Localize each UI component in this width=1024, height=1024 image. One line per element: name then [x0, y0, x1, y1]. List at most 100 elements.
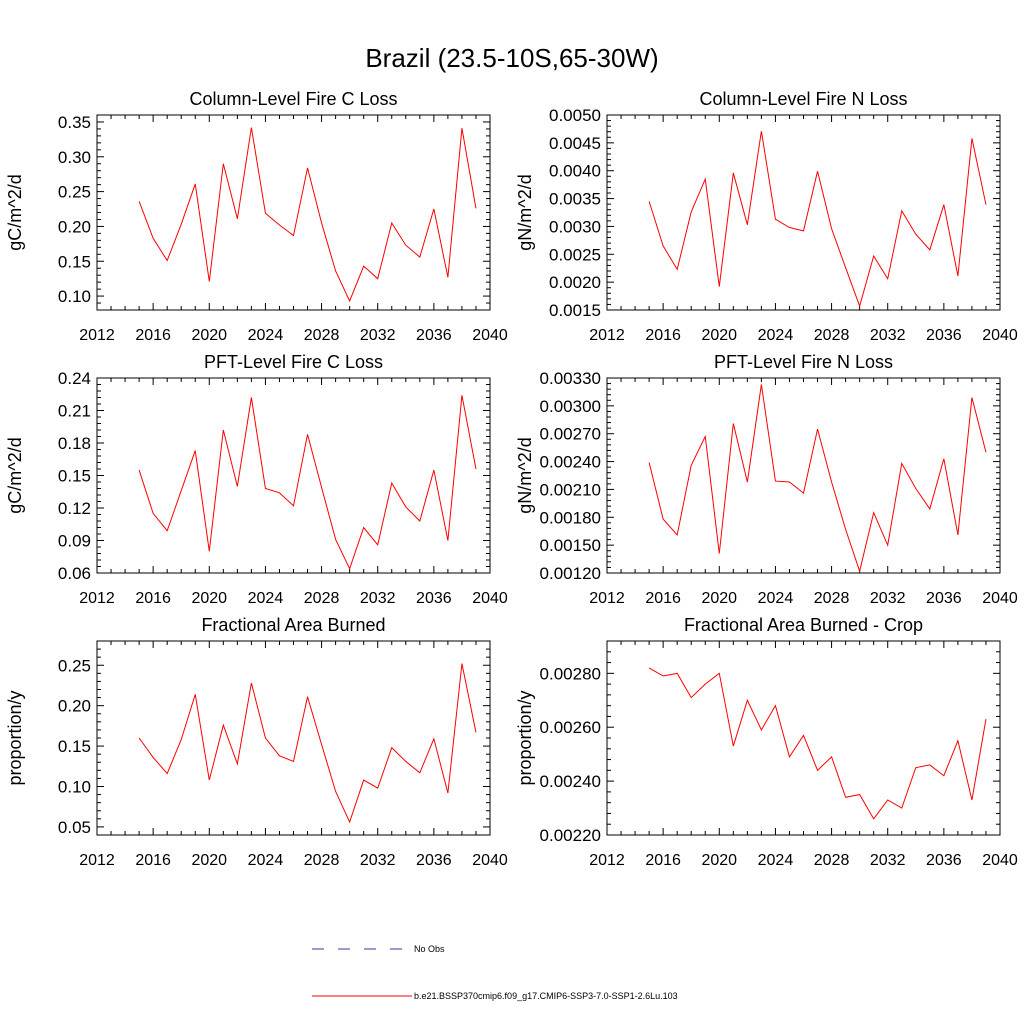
- panel-1-xtick-label: 2032: [360, 327, 396, 344]
- panel-1-title: Column-Level Fire C Loss: [189, 89, 397, 109]
- panel-2-xtick-label: 2016: [645, 327, 681, 344]
- panel-1-ylabel: gC/m^2/d: [5, 174, 25, 250]
- panel-2-ytick-label: 0.0040: [549, 162, 601, 181]
- panel-3-ytick-label: 0.15: [58, 467, 91, 486]
- panel-6-series-line: [648, 667, 987, 820]
- panel-2-ytick-label: 0.0050: [549, 106, 601, 125]
- panel-4-ytick-label: 0.00330: [540, 369, 601, 388]
- panel-3-xtick-label: 2024: [248, 590, 284, 607]
- panel-6-ytick-label: 0.00260: [540, 718, 601, 737]
- panel-6-xtick-label: 2024: [758, 852, 794, 869]
- panel-4-title: PFT-Level Fire N Loss: [714, 352, 893, 372]
- panel-5-xtick-label: 2032: [360, 852, 396, 869]
- panel-6-xtick-label: 2016: [645, 852, 681, 869]
- panel-4-ytick-label: 0.00150: [540, 536, 601, 555]
- panel-4-xtick-label: 2012: [589, 590, 625, 607]
- panel-4-series-line: [648, 384, 987, 573]
- panel-6: Fractional Area Burned - Crop proportion/…: [515, 615, 1018, 869]
- panel-1-xtick-label: 2016: [135, 327, 171, 344]
- panel-2-ylabel: gN/m^2/d: [515, 174, 535, 250]
- panel-4-ylabel: gN/m^2/d: [515, 437, 535, 513]
- panel-2-xtick-label: 2036: [926, 327, 962, 344]
- panel-4-ytick-label: 0.00180: [540, 508, 601, 527]
- panel-1-xtick-label: 2024: [248, 327, 284, 344]
- panel-2-ytick-label: 0.0045: [549, 134, 601, 153]
- panel-6-xtick-label: 2036: [926, 852, 962, 869]
- panel-5-xtick-label: 2040: [472, 852, 508, 869]
- panel-3-ytick-label: 0.24: [58, 369, 91, 388]
- panel-1-frame: [96, 114, 491, 311]
- panel-6-xtick-label: 2040: [982, 852, 1018, 869]
- panel-3: PFT-Level Fire C Loss gC/m^2/d 2012 2016 202…: [5, 352, 508, 607]
- panel-6-frame: [606, 640, 1001, 836]
- panel-3-xtick-label: 2040: [472, 590, 508, 607]
- panel-3-ytick-label: 0.06: [58, 564, 91, 583]
- panel-5-xtick-label: 2036: [416, 852, 452, 869]
- panels: Column-Level Fire C Loss gC/m^2/d 2012 2016…: [5, 89, 1018, 869]
- panel-1-xtick-label: 2020: [191, 327, 227, 344]
- panel-4-ytick-label: 0.00300: [540, 397, 601, 416]
- panel-3-xtick-label: 2012: [79, 590, 115, 607]
- panel-2-xtick-label: 2028: [814, 327, 850, 344]
- panel-5-ylabel: proportion/y: [5, 690, 25, 785]
- panel-5-ytick-label: 0.10: [58, 778, 91, 797]
- panel-6-xtick-label: 2020: [701, 852, 737, 869]
- panel-5: Fractional Area Burned proportion/y 2012 20…: [5, 615, 508, 869]
- panel-4-xtick-label: 2032: [870, 590, 906, 607]
- panel-3-xtick-label: 2016: [135, 590, 171, 607]
- panel-4-frame: [606, 377, 1001, 574]
- panel-5-xtick-label: 2020: [191, 852, 227, 869]
- panel-4-xtick-label: 2040: [982, 590, 1018, 607]
- panel-2-xtick-label: 2032: [870, 327, 906, 344]
- panel-4: PFT-Level Fire N Loss gN/m^2/d 2012 2016 202…: [515, 352, 1018, 607]
- panel-1: Column-Level Fire C Loss gC/m^2/d 2012 2016…: [5, 89, 508, 344]
- panel-1-ytick-label: 0.35: [58, 113, 91, 132]
- panel-4-xtick-label: 2028: [814, 590, 850, 607]
- panel-5-xtick-label: 2012: [79, 852, 115, 869]
- panel-5-frame: [96, 640, 491, 836]
- panel-5-ytick-label: 0.05: [58, 818, 91, 837]
- panel-3-xtick-label: 2036: [416, 590, 452, 607]
- panel-1-ytick-label: 0.15: [58, 252, 91, 271]
- panel-4-xtick-label: 2020: [701, 590, 737, 607]
- panel-4-ytick-label: 0.00120: [540, 564, 601, 583]
- panel-1-ytick-label: 0.25: [58, 183, 91, 202]
- panel-6-ytick-label: 0.00240: [540, 772, 601, 791]
- panel-5-xtick-label: 2016: [135, 852, 171, 869]
- panel-1-ytick-label: 0.30: [58, 148, 91, 167]
- panel-3-xtick-label: 2032: [360, 590, 396, 607]
- panel-2-series-line: [648, 131, 987, 308]
- figure-title: Brazil (23.5-10S,65-30W): [365, 43, 658, 73]
- panel-4-ytick-label: 0.00270: [540, 425, 601, 444]
- panel-1-xtick-label: 2040: [472, 327, 508, 344]
- panel-6-xtick-label: 2012: [589, 852, 625, 869]
- panel-6-xtick-label: 2032: [870, 852, 906, 869]
- legend-model-label: b.e21.BSSP370cmip6.f09_g17.CMIP6-SSP3-7.…: [414, 991, 678, 1001]
- panel-3-xtick-label: 2020: [191, 590, 227, 607]
- panel-4-ytick-label: 0.00210: [540, 480, 601, 499]
- panel-2-xtick-label: 2024: [758, 327, 794, 344]
- panel-1-xtick-label: 2028: [304, 327, 340, 344]
- panel-2-frame: [606, 114, 1001, 311]
- panel-3-ytick-label: 0.18: [58, 434, 91, 453]
- panel-3-ytick-label: 0.12: [58, 499, 91, 518]
- panel-5-xtick-label: 2028: [304, 852, 340, 869]
- panel-2: Column-Level Fire N Loss gN/m^2/d 2012 2016…: [515, 89, 1018, 344]
- panel-1-xtick-label: 2012: [79, 327, 115, 344]
- panel-5-ytick-label: 0.15: [58, 737, 91, 756]
- panel-4-ytick-label: 0.00240: [540, 453, 601, 472]
- panel-2-ytick-label: 0.0030: [549, 217, 601, 236]
- panel-6-ylabel: proportion/y: [515, 690, 535, 785]
- legend: No Obs b.e21.BSSP370cmip6.f09_g17.CMIP6-…: [312, 944, 678, 1001]
- panel-4-xtick-label: 2036: [926, 590, 962, 607]
- panel-3-title: PFT-Level Fire C Loss: [204, 352, 383, 372]
- panel-1-ytick-label: 0.20: [58, 217, 91, 236]
- panel-5-xtick-label: 2024: [248, 852, 284, 869]
- panel-5-series-line: [138, 663, 477, 824]
- panel-6-xtick-label: 2028: [814, 852, 850, 869]
- panel-2-xtick-label: 2040: [982, 327, 1018, 344]
- panel-2-ytick-label: 0.0015: [549, 301, 601, 320]
- panel-3-xtick-label: 2028: [304, 590, 340, 607]
- panel-2-ytick-label: 0.0035: [549, 190, 601, 209]
